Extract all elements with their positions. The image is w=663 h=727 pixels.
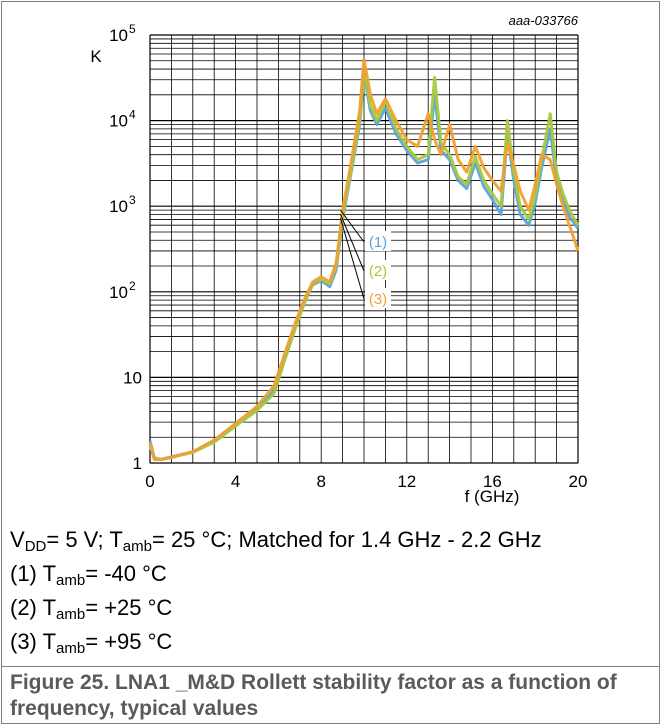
legend-item-suffix: = -40 °C (85, 561, 167, 586)
legend-item-3: (3) Tamb= +95 °C (10, 629, 173, 657)
series-label: (2) (369, 263, 387, 280)
legend-item-prefix: (1) T (10, 561, 57, 586)
y-tick-label: 10 (109, 112, 128, 131)
x-tick-label: 20 (569, 472, 588, 491)
leader-line (339, 217, 365, 300)
series-line (148, 72, 580, 461)
legend-item-sub: amb (56, 640, 86, 657)
y-tick-label: 10 (109, 283, 128, 302)
x-tick-label: 0 (145, 472, 154, 491)
legend-item-suffix: = +25 °C (85, 595, 173, 620)
figure-id: aaa-033766 (509, 13, 579, 28)
x-tick-label: 4 (231, 472, 240, 491)
legend-item-sub: amb (56, 606, 86, 623)
legend-item-prefix: (2) T (10, 595, 57, 620)
legend-item-sub: amb (56, 572, 86, 589)
legend-item-prefix: (3) T (10, 629, 57, 654)
y-tick-label: 1 (133, 454, 142, 473)
y-tick-label: 10 (123, 368, 142, 387)
y-tick-label: 10 (109, 197, 128, 216)
caption-part: V (10, 527, 25, 552)
x-tick-label: 8 (316, 472, 325, 491)
legend-item-2: (2) Tamb= +25 °C (10, 595, 173, 623)
legend-item-1: (1) Tamb= -40 °C (10, 561, 167, 589)
series-label: (3) (369, 291, 387, 308)
series-label-bg (365, 231, 391, 251)
series-labels: (1) (2) (3) (339, 209, 391, 308)
x-tick-label: 16 (483, 472, 502, 491)
grid-lines (149, 34, 579, 464)
x-tick-label: 12 (397, 472, 416, 491)
leader-line (340, 209, 365, 243)
x-axis-label: f (GHz) (465, 487, 520, 506)
caption-part: = 25 °C; Matched for 1.4 GHz - 2.2 GHz (151, 527, 542, 552)
caption-part: = 5 V; T (46, 527, 123, 552)
figure-title: Figure 25. LNA1 _M&D Rollett stability f… (10, 671, 617, 720)
series-label-bg (365, 288, 391, 308)
leader-line (339, 213, 365, 272)
series-line (148, 69, 580, 461)
series-line (148, 57, 580, 461)
conditions-caption: VDD= 5 V; Tamb= 25 °C; Matched for 1.4 G… (10, 527, 542, 555)
caption-separator (1, 666, 660, 667)
caption-sub: DD (24, 538, 47, 555)
data-series (148, 57, 580, 461)
y-tick-label: 10 (109, 26, 128, 45)
legend-item-suffix: = +95 °C (85, 629, 173, 654)
y-tick-exponent: 3 (129, 193, 136, 207)
caption-sub: amb (122, 538, 152, 555)
series-label-bg (365, 260, 391, 280)
series-label: (1) (369, 234, 387, 251)
y-tick-exponent: 4 (129, 108, 136, 122)
y-axis-label: K (90, 47, 102, 66)
y-tick-exponent: 5 (129, 22, 136, 36)
y-tick-exponent: 2 (129, 279, 136, 293)
